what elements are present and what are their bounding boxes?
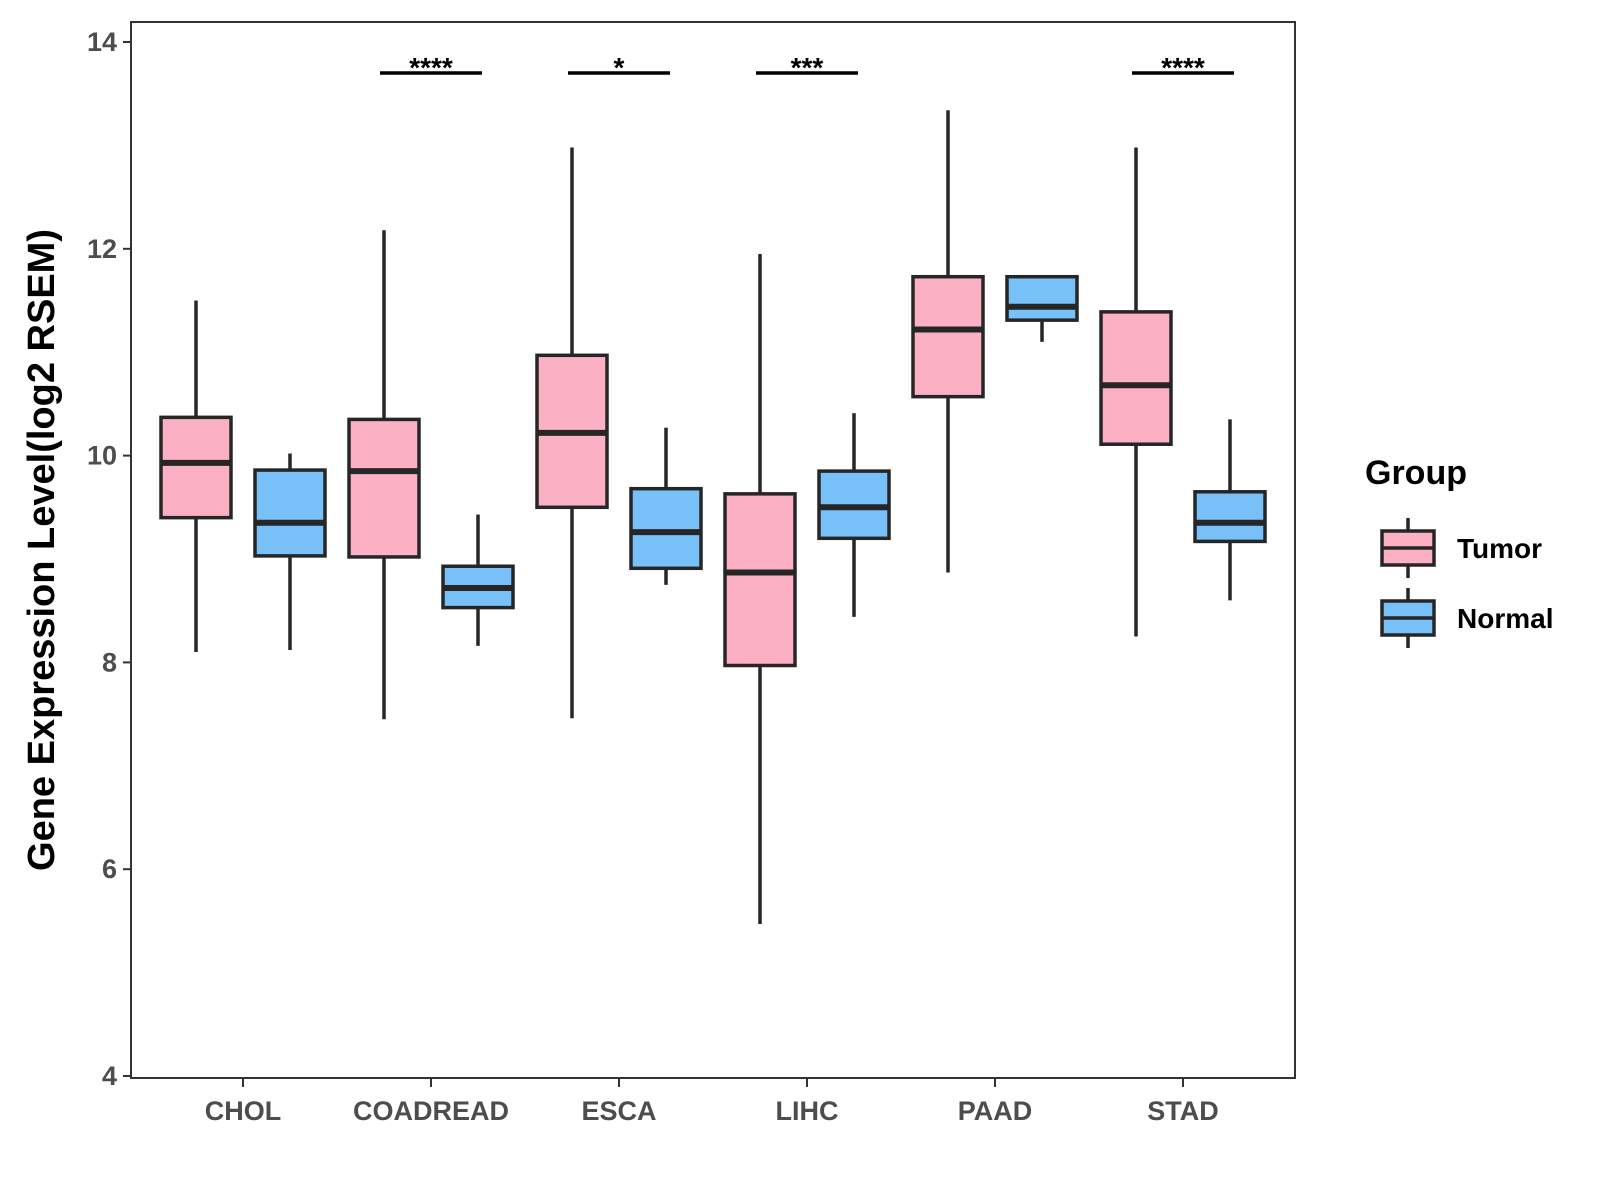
box-normal-esca <box>629 427 703 585</box>
x-tick-label: PAAD <box>958 1096 1033 1126</box>
x-axis: CHOL COADREAD ESCA LIHC PAAD STAD <box>131 1077 1295 1126</box>
box-normal-lihc <box>817 413 891 617</box>
box-iqr <box>723 492 797 668</box>
box-iqr <box>159 415 233 520</box>
box-normal-coadread <box>441 514 515 646</box>
series-tumor <box>159 110 1173 925</box>
significance-annotations: **** * *** **** <box>380 52 1234 83</box>
x-tick-label: LIHC <box>776 1096 839 1126</box>
legend: Group Tumor Normal <box>1365 454 1553 648</box>
x-tick-label: STAD <box>1147 1096 1219 1126</box>
legend-label: Normal <box>1457 603 1553 634</box>
significance-stad: **** <box>1132 52 1234 83</box>
box-iqr <box>911 274 985 399</box>
significance-label: * <box>614 52 625 83</box>
box-tumor-coadread <box>347 230 421 720</box>
box-iqr <box>253 468 327 558</box>
legend-item-normal: Normal <box>1380 588 1553 648</box>
x-tick-label: ESCA <box>581 1096 656 1126</box>
x-tick-label: COADREAD <box>353 1096 509 1126</box>
legend-label: Tumor <box>1457 533 1542 564</box>
box-tumor-paad <box>911 110 985 573</box>
box-series <box>159 110 1267 925</box>
y-tick-label: 10 <box>87 441 117 471</box>
box-normal-chol <box>253 453 327 650</box>
significance-lihc: *** <box>756 52 858 83</box>
box-tumor-esca <box>535 147 609 719</box>
y-tick-label: 14 <box>87 27 117 57</box>
y-tick-label: 12 <box>87 234 117 264</box>
box-iqr <box>347 417 421 559</box>
box-tumor-chol <box>159 300 233 653</box>
box-iqr <box>629 486 703 571</box>
y-axis-label: Gene Expression Level(log2 RSEM) <box>21 229 63 871</box>
significance-esca: * <box>568 52 670 83</box>
box-tumor-stad <box>1099 147 1173 637</box>
significance-label: **** <box>409 52 453 83</box>
box-iqr <box>1099 310 1173 446</box>
box-tumor-lihc <box>723 253 797 925</box>
box-normal-stad <box>1193 419 1267 601</box>
significance-coadread: **** <box>380 52 482 83</box>
significance-label: *** <box>791 52 824 83</box>
x-tick-label: CHOL <box>205 1096 282 1126</box>
box-iqr <box>1005 274 1079 322</box>
y-tick-label: 6 <box>102 854 117 884</box>
y-tick-label: 4 <box>102 1061 117 1091</box>
box-iqr <box>1193 490 1267 544</box>
legend-title: Group <box>1365 454 1467 492</box>
y-axis: 4 6 8 10 12 14 <box>87 22 132 1091</box>
significance-label: **** <box>1161 52 1205 83</box>
series-normal <box>253 274 1267 650</box>
box-normal-paad <box>1005 274 1079 342</box>
y-tick-label: 8 <box>102 647 117 677</box>
legend-item-tumor: Tumor <box>1380 518 1542 578</box>
